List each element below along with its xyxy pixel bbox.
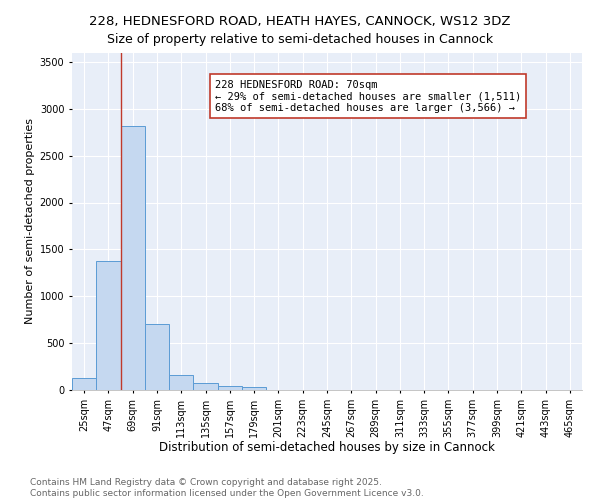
Bar [193,382,218,390]
Bar [96,260,121,390]
Text: 228 HEDNESFORD ROAD: 70sqm
← 29% of semi-detached houses are smaller (1,511)
68%: 228 HEDNESFORD ROAD: 70sqm ← 29% of semi… [215,80,521,112]
Bar [145,324,169,390]
Bar [242,387,266,390]
Bar [169,376,193,390]
Text: Contains HM Land Registry data © Crown copyright and database right 2025.
Contai: Contains HM Land Registry data © Crown c… [30,478,424,498]
Bar [218,386,242,390]
X-axis label: Distribution of semi-detached houses by size in Cannock: Distribution of semi-detached houses by … [159,441,495,454]
Bar [72,378,96,390]
Y-axis label: Number of semi-detached properties: Number of semi-detached properties [25,118,35,324]
Bar [121,126,145,390]
Text: 228, HEDNESFORD ROAD, HEATH HAYES, CANNOCK, WS12 3DZ: 228, HEDNESFORD ROAD, HEATH HAYES, CANNO… [89,15,511,28]
Text: Size of property relative to semi-detached houses in Cannock: Size of property relative to semi-detach… [107,32,493,46]
